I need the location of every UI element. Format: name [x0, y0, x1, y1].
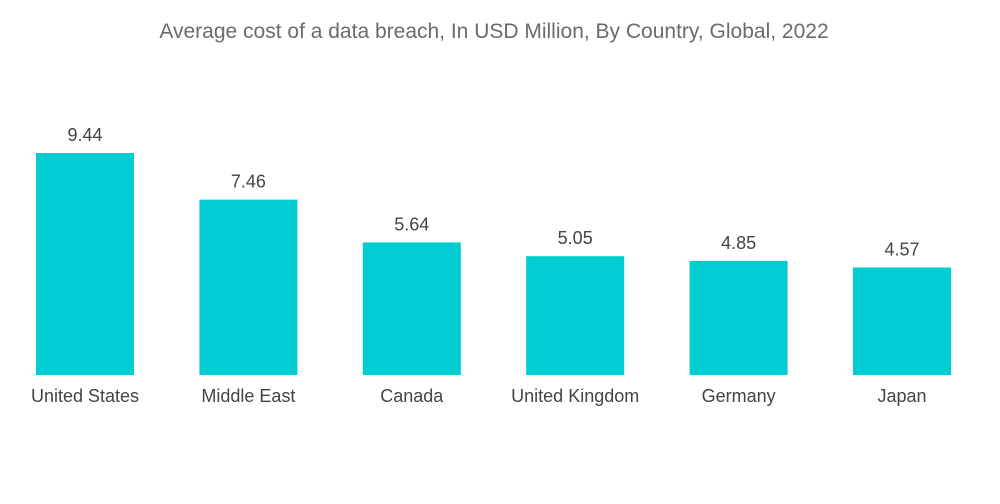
category-label: Japan	[877, 386, 926, 406]
category-label: United Kingdom	[511, 386, 639, 406]
bar-canada	[362, 242, 461, 375]
bar-japan	[853, 267, 951, 375]
category-labels-group: United States Middle East Canada United Kin…	[31, 386, 927, 406]
bar-united-kingdom	[526, 256, 625, 375]
value-label: 4.57	[884, 240, 919, 260]
bar-middle-east	[199, 199, 298, 375]
category-label: United States	[31, 386, 139, 406]
chart-title: Average cost of a data breach, In USD Mi…	[159, 20, 828, 43]
category-label: Middle East	[201, 386, 295, 406]
value-label: 9.44	[67, 125, 102, 145]
category-label: Germany	[702, 386, 776, 406]
value-label: 5.05	[558, 228, 593, 248]
value-label: 4.85	[721, 233, 756, 253]
bar-united-states	[36, 153, 134, 375]
value-labels-group: 9.44 7.46 5.64 5.05 4.85 4.57	[67, 125, 919, 260]
category-label: Canada	[380, 386, 444, 406]
bar-germany	[689, 260, 788, 375]
bars-group	[36, 153, 951, 375]
value-label: 5.64	[394, 214, 429, 234]
value-label: 7.46	[231, 172, 266, 192]
